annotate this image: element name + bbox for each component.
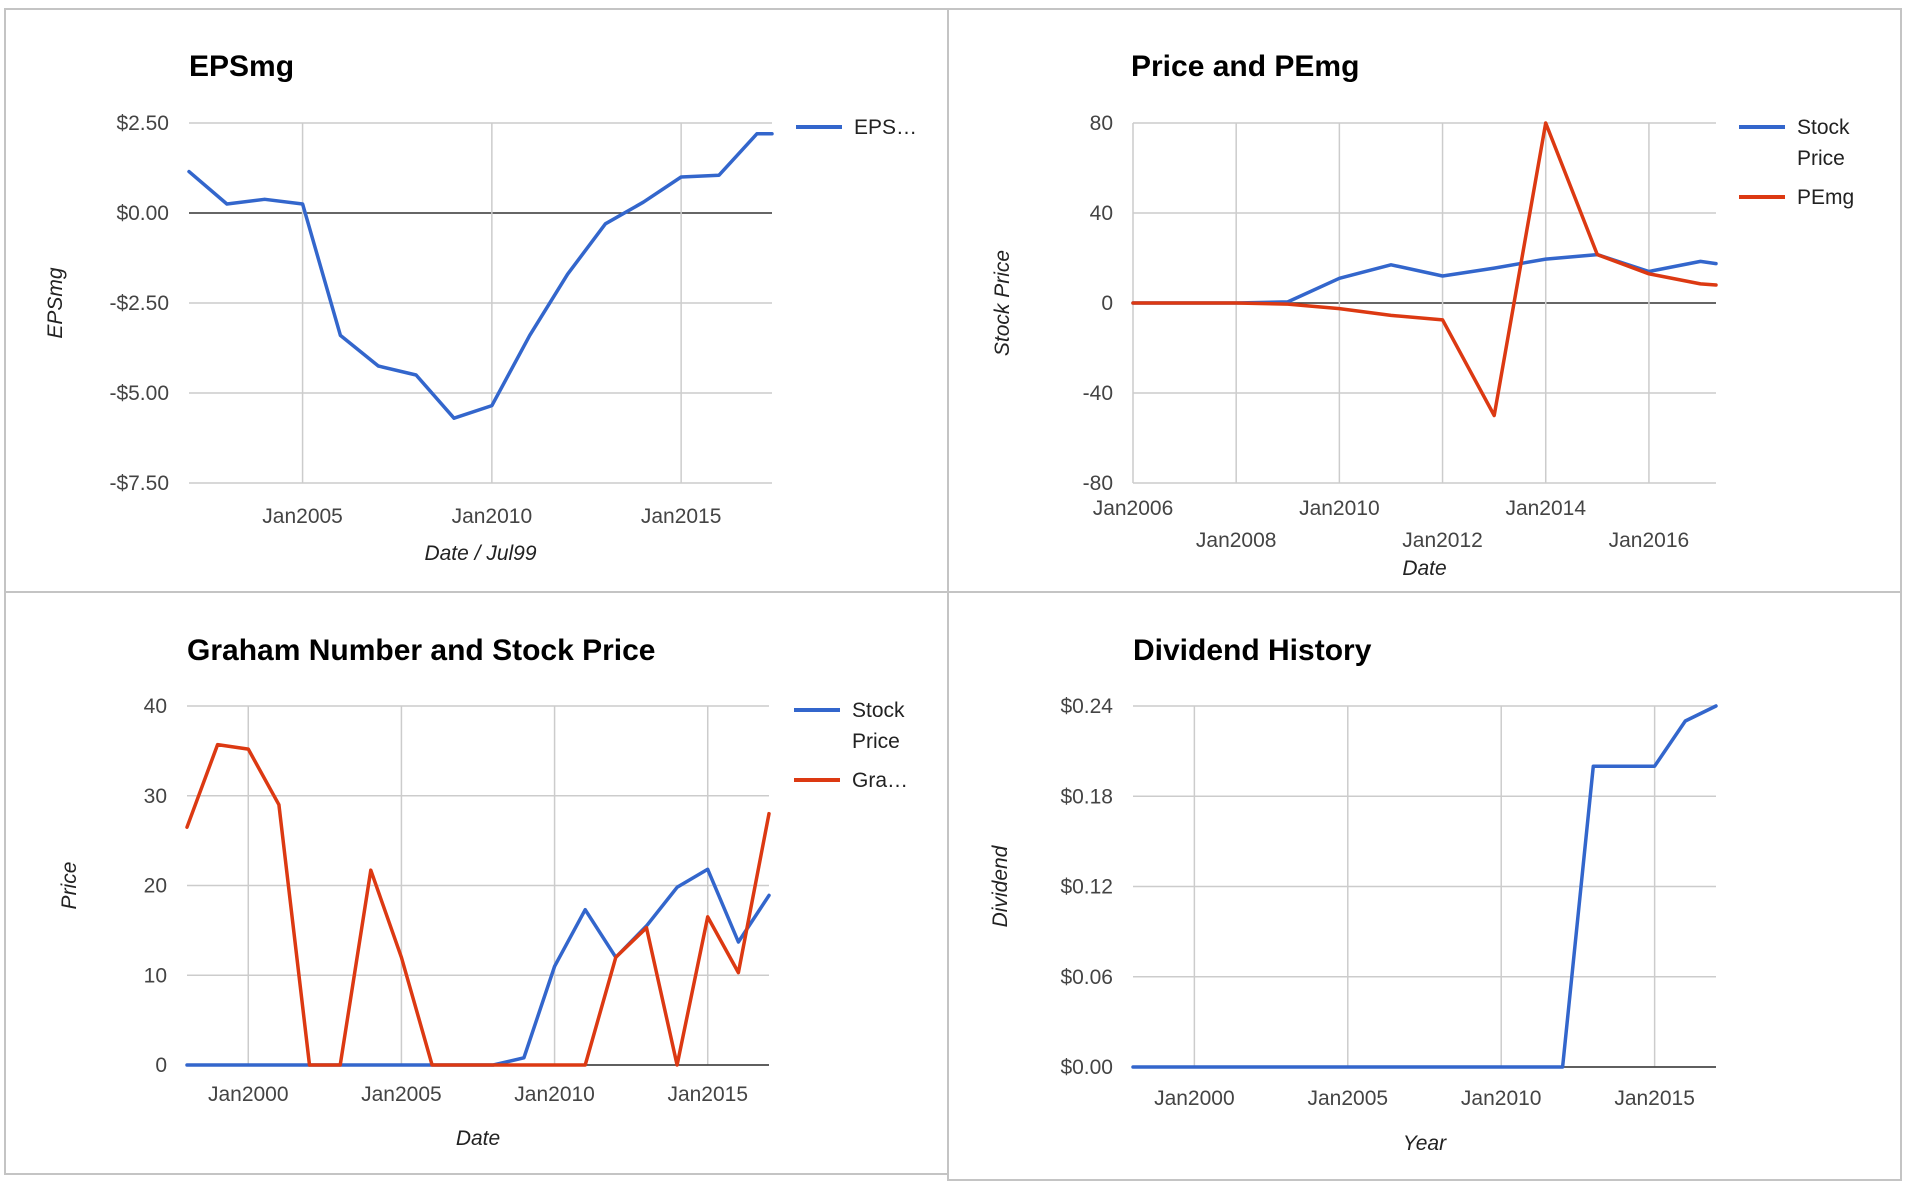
legend-label: Gra… — [852, 769, 908, 792]
series-line-1 — [1131, 704, 1718, 1069]
chart-panel-dividend: Dividend History $0.24 $0.18 $0.12 $0.06 $0.0… — [947, 591, 1902, 1181]
x-tick-label: Jan2005 — [1308, 1087, 1389, 1110]
y-tick-label: $0.06 — [1060, 966, 1113, 989]
y-tick-label: 30 — [144, 785, 167, 808]
y-tick-label: -40 — [1083, 382, 1113, 405]
x-axis-label: Date / Jul99 — [424, 542, 536, 565]
chart-title: Dividend History — [1133, 634, 1372, 667]
x-tick-label: Jan2015 — [1614, 1087, 1695, 1110]
y-tick-label: $0.00 — [1060, 1056, 1113, 1079]
y-tick-label: -$5.00 — [109, 382, 169, 405]
y-tick-label: -$2.50 — [109, 292, 169, 315]
x-tick-label: Jan2006 — [1093, 497, 1174, 520]
y-tick-label: $0.12 — [1060, 876, 1113, 899]
x-tick-label: Jan2005 — [262, 505, 343, 528]
legend-label: Price — [1797, 147, 1845, 170]
legend-label: PEmg — [1797, 186, 1854, 209]
x-tick-label: Jan2000 — [208, 1083, 289, 1106]
chart-title: EPSmg — [189, 50, 294, 83]
legend-label: Stock — [852, 699, 905, 722]
y-tick-label: $0.00 — [116, 202, 169, 225]
y-tick-label: 0 — [1101, 292, 1113, 315]
chart-title: Graham Number and Stock Price — [187, 634, 656, 667]
y-tick-label: 20 — [144, 875, 167, 898]
chart-graham: Graham Number and Stock Price 40 30 20 10 0 Ja… — [58, 634, 908, 1150]
y-axis-label: EPSmg — [44, 267, 67, 339]
x-tick-label: Jan2010 — [452, 505, 533, 528]
chart-panel-price-pemg: Price and PEmg 80 40 0 -40 -80 Jan2006 Jan2008 J… — [947, 8, 1902, 593]
y-tick-label: 80 — [1090, 112, 1113, 135]
chart-panel-epsmg: EPSmg $2.50 $0.00 -$2.50 -$5.00 -$7.50 Jan2005… — [4, 8, 949, 593]
x-tick-label: Jan2012 — [1402, 529, 1483, 552]
x-axis-label: Date — [1402, 557, 1446, 580]
y-tick-label: -$7.50 — [109, 472, 169, 495]
legend-label: EPS… — [854, 116, 917, 139]
legend-label: Price — [852, 730, 900, 753]
y-tick-label: $0.24 — [1060, 695, 1113, 718]
y-axis-label: Stock Price — [991, 250, 1014, 356]
legend-label: Stock — [1797, 116, 1850, 139]
x-tick-label: Jan2008 — [1196, 529, 1277, 552]
series-line-1 — [187, 132, 774, 420]
x-tick-label: Jan2016 — [1609, 529, 1690, 552]
x-tick-label: Jan2010 — [1461, 1087, 1542, 1110]
y-tick-label: 40 — [1090, 202, 1113, 225]
y-tick-label: 40 — [144, 695, 167, 718]
series-line-2 — [1131, 121, 1718, 418]
y-tick-label: $2.50 — [116, 112, 169, 135]
y-tick-label: 10 — [144, 964, 167, 987]
x-axis-label: Year — [1403, 1132, 1447, 1155]
y-axis-label: Dividend — [989, 844, 1012, 927]
y-tick-label: -80 — [1083, 472, 1113, 495]
x-tick-label: Jan2015 — [667, 1083, 748, 1106]
x-tick-label: Jan2015 — [641, 505, 722, 528]
x-tick-label: Jan2000 — [1154, 1087, 1235, 1110]
x-tick-label: Jan2010 — [1299, 497, 1380, 520]
chart-panel-graham: Graham Number and Stock Price 40 30 20 10 0 Ja… — [4, 591, 949, 1175]
series-line-1 — [1131, 252, 1718, 305]
chart-dividend: Dividend History $0.24 $0.18 $0.12 $0.06 $0.0… — [989, 634, 1718, 1155]
chart-eps: EPSmg $2.50 $0.00 -$2.50 -$5.00 -$7.50 Jan2005… — [44, 50, 917, 565]
x-tick-label: Jan2010 — [514, 1083, 595, 1106]
y-tick-label: $0.18 — [1060, 785, 1113, 808]
y-tick-label: 0 — [155, 1054, 167, 1077]
x-tick-label: Jan2014 — [1505, 497, 1586, 520]
y-axis-label: Price — [58, 862, 81, 910]
x-axis-label: Date — [456, 1127, 500, 1150]
chart-title: Price and PEmg — [1131, 50, 1359, 83]
x-tick-label: Jan2005 — [361, 1083, 442, 1106]
series-line-2 — [185, 742, 771, 1067]
